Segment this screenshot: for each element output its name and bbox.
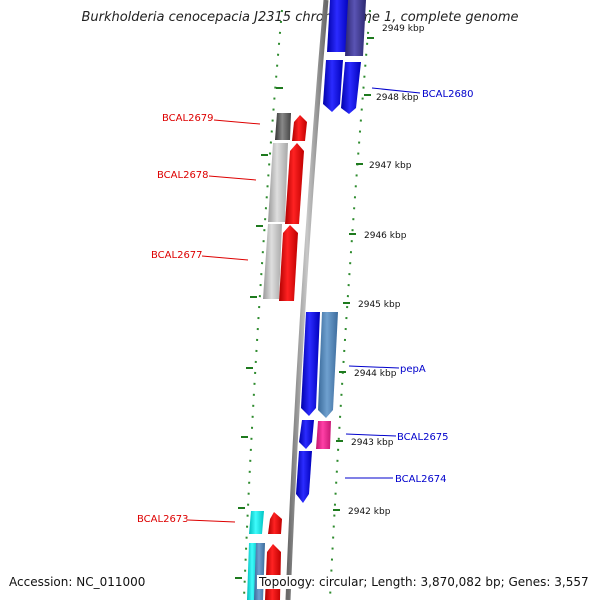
tick-label: 2942 kbp xyxy=(348,507,391,517)
genome-backbone xyxy=(285,0,329,600)
gene-bcal2675[interactable] xyxy=(316,421,331,449)
inner-track-ring xyxy=(243,9,283,599)
gene-bottom-red[interactable] xyxy=(265,544,281,600)
gene-forward-top-2[interactable] xyxy=(345,0,366,56)
leader-line xyxy=(348,365,400,369)
gene-bcal2675-left[interactable] xyxy=(299,420,314,449)
leader-line xyxy=(371,87,421,94)
gene-bcal2678-gray[interactable] xyxy=(268,143,288,222)
tick-label: 2945 kbp xyxy=(358,300,401,310)
gene-label-bcal2673[interactable]: BCAL2673 xyxy=(137,514,189,525)
gene-bcal2677-gray[interactable] xyxy=(263,224,282,299)
leader-line xyxy=(208,175,257,181)
gene-bcal2678[interactable] xyxy=(285,143,304,224)
leader-line xyxy=(187,519,236,523)
gene-bcal2680-left[interactable] xyxy=(323,60,343,112)
gene-bcal2679[interactable] xyxy=(292,115,307,141)
leader-line xyxy=(213,119,261,125)
accession-text: Accession: NC_011000 xyxy=(7,575,148,589)
gene-label-bcal2680[interactable]: BCAL2680 xyxy=(422,89,474,100)
tick-label: 2947 kbp xyxy=(369,161,412,171)
gene-label-pepa[interactable]: pepA xyxy=(400,364,426,375)
gene-bcal2677[interactable] xyxy=(279,225,298,301)
left-gene-labels: BCAL2679 BCAL2678 BCAL2677 BCAL2673 xyxy=(137,113,261,525)
genome-summary-text: Topology: circular; Length: 3,870,082 bp… xyxy=(257,575,591,589)
gene-bcal2673[interactable] xyxy=(268,512,282,534)
gene-forward-top-1[interactable] xyxy=(327,0,349,52)
gene-label-bcal2674[interactable]: BCAL2674 xyxy=(395,474,447,485)
gene-bcal2673-cyan[interactable] xyxy=(249,511,264,534)
tick-label: 2944 kbp xyxy=(354,369,397,379)
gene-bcal2674[interactable] xyxy=(296,451,312,503)
gene-bcal2679-gray[interactable] xyxy=(275,113,291,140)
tick-label: 2943 kbp xyxy=(351,438,394,448)
tick-label: 2946 kbp xyxy=(364,231,407,241)
outer-track-ring xyxy=(329,9,371,599)
gene-peppa-left[interactable] xyxy=(301,312,320,416)
gene-label-bcal2678[interactable]: BCAL2678 xyxy=(157,170,209,181)
gene-label-bcal2675[interactable]: BCAL2675 xyxy=(397,432,449,443)
gene-pepa[interactable] xyxy=(318,312,338,418)
leader-line xyxy=(345,433,397,437)
gene-label-bcal2677[interactable]: BCAL2677 xyxy=(151,250,203,261)
forward-genes[interactable] xyxy=(296,0,366,503)
gene-label-bcal2679[interactable]: BCAL2679 xyxy=(162,113,214,124)
outer-tick-marks xyxy=(333,37,374,511)
map-title: Burkholderia cenocepacia J2315 chromosom… xyxy=(81,10,519,25)
scale-labels: 2949 kbp 2948 kbp 2947 kbp 2946 kbp 2945… xyxy=(348,24,425,517)
tick-label: 2948 kbp xyxy=(376,93,419,103)
gene-bcal2680[interactable] xyxy=(341,62,361,114)
tick-label: 2949 kbp xyxy=(382,24,425,34)
right-gene-labels: BCAL2680 pepA BCAL2675 BCAL2674 xyxy=(345,87,474,485)
inner-tick-marks xyxy=(235,87,283,579)
leader-line xyxy=(201,255,249,261)
